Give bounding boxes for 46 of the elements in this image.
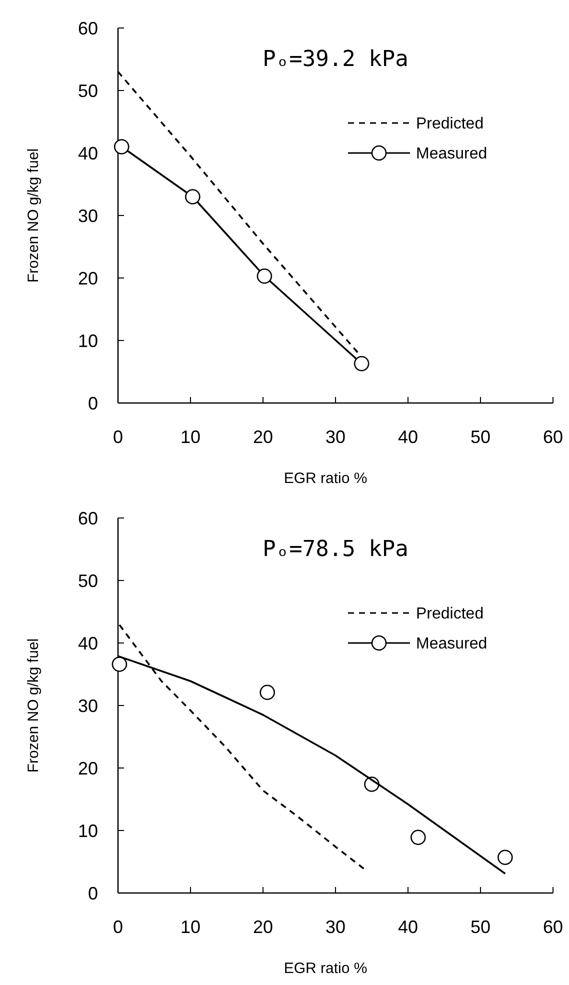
x-tick-label: 60 xyxy=(542,917,564,937)
y-tick-label: 40 xyxy=(78,143,98,164)
y-axis-title: Frozen NO g/kg fuel xyxy=(25,638,42,773)
x-tick-label: 10 xyxy=(180,427,201,447)
x-tick-label: 20 xyxy=(252,917,274,937)
point xyxy=(112,656,128,672)
y-tick-label: 0 xyxy=(88,393,98,414)
y-tick-label: 10 xyxy=(78,820,98,841)
x-tick-label: 50 xyxy=(470,917,491,937)
x-axis-title: EGR ratio % xyxy=(284,470,368,487)
y-tick-label: 60 xyxy=(78,508,98,528)
x-tick-label: 30 xyxy=(325,427,346,447)
x-tick-label: 50 xyxy=(470,427,491,447)
y-tick-label: 20 xyxy=(78,268,98,288)
y-tick-label: 30 xyxy=(78,206,98,226)
x-tick-label: 0 xyxy=(112,427,124,447)
point xyxy=(498,850,513,866)
x-tick-label: 30 xyxy=(325,917,346,937)
point xyxy=(256,268,272,284)
y-tick-label: 0 xyxy=(88,883,98,904)
legend-label: Predicted xyxy=(416,116,484,133)
legend-label: Measured xyxy=(416,636,488,653)
y-tick-label: 60 xyxy=(78,18,98,38)
x-axis-title: EGR ratio % xyxy=(284,960,368,977)
text: Pₒ=78.5 kPa xyxy=(262,537,408,562)
y-tick-label: 10 xyxy=(78,330,98,351)
y-tick-label: 50 xyxy=(78,80,98,101)
legend-label: Measured xyxy=(416,146,488,163)
x-tick-label: 0 xyxy=(112,917,124,937)
point xyxy=(260,684,275,700)
y-tick-label: 50 xyxy=(78,570,98,591)
y-axis-title: Frozen NO g/kg fuel xyxy=(25,148,42,283)
y-tick-label: 30 xyxy=(78,696,98,716)
y-tick-label: 20 xyxy=(78,758,98,778)
x-tick-label: 20 xyxy=(252,427,274,447)
point xyxy=(114,139,130,154)
text: Pₒ=39.2 kPa xyxy=(262,47,408,72)
y-tick-label: 40 xyxy=(78,633,98,654)
x-tick-label: 40 xyxy=(398,427,418,447)
x-tick-label: 40 xyxy=(398,917,418,937)
x-tick-label: 60 xyxy=(542,427,564,447)
point xyxy=(185,189,200,204)
point xyxy=(354,356,370,372)
point xyxy=(410,830,426,846)
x-tick-label: 10 xyxy=(180,917,201,937)
legend-label: Predicted xyxy=(416,606,484,623)
